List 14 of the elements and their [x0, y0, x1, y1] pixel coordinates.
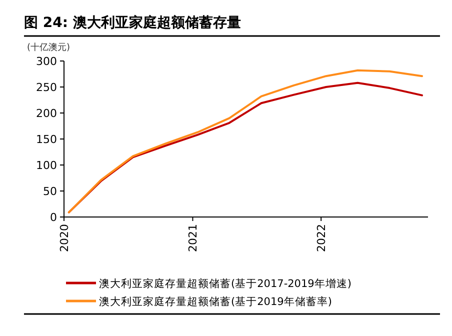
x-tick-label: 2021 [186, 224, 200, 252]
y-tick-label: 200 [36, 107, 57, 120]
x-tick-label: 2022 [315, 224, 328, 252]
y-tick-label: 250 [36, 81, 57, 94]
y-tick-label: 50 [43, 185, 57, 198]
y-tick-label: 300 [36, 55, 57, 68]
legend-label: 澳大利亚家庭存量超额储蓄(基于2019年储蓄率) [99, 295, 332, 308]
y-tick-label: 100 [36, 159, 57, 172]
y-axis-title: (十亿澳元) [27, 42, 70, 53]
y-tick-label: 0 [50, 211, 57, 224]
x-tick-label: 2020 [58, 224, 71, 252]
legend-label: 澳大利亚家庭存量超额储蓄(基于2017-2019年增速) [99, 277, 352, 290]
title: 图 24: 澳大利亚家庭超额储蓄存量 [24, 15, 241, 31]
y-tick-label: 150 [36, 133, 57, 146]
